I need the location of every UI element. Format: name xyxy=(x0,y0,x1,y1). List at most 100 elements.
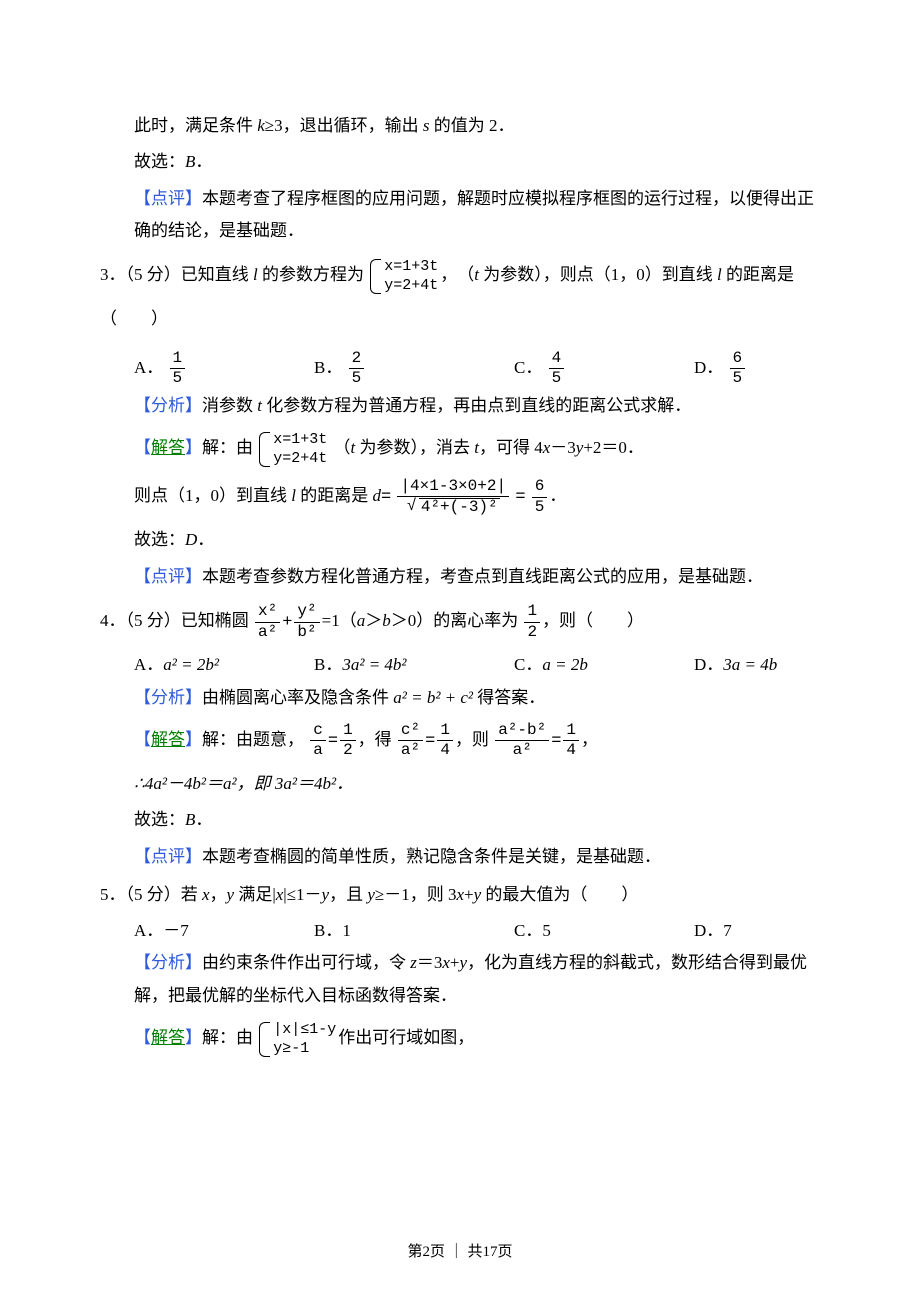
var-s: s xyxy=(423,116,430,135)
solve-bracket-r: 】 xyxy=(185,730,202,749)
answer-b: B xyxy=(185,152,195,171)
text: ． xyxy=(195,810,212,829)
frac: 25 xyxy=(349,350,365,388)
text: ， xyxy=(210,885,227,904)
solve-bracket-l: 【 xyxy=(134,438,151,457)
num: |4×1-3×0+2| xyxy=(397,478,509,498)
frac: 65 xyxy=(730,350,746,388)
f2: c²a² xyxy=(398,722,423,760)
param-system: x=1+3t y=2+4t xyxy=(259,430,327,469)
q2-line1: 此时，满足条件 k≥3，退出循环，输出 s 的值为 2． xyxy=(100,110,820,142)
text: 3．（5 分）已知直线 xyxy=(100,265,253,284)
q4-optD: D．3a = 4b xyxy=(694,649,820,681)
review-tag: 【点评】 xyxy=(134,847,202,866)
answer-b: B xyxy=(185,810,195,829)
text: ＝3 xyxy=(417,953,443,972)
q5-analysis: 【分析】由约束条件作出可行域，令 z＝3x+y，化为直线方程的斜截式，数形结合得… xyxy=(100,947,820,1012)
text: 故选： xyxy=(134,530,185,549)
den: 4²+(-3)² xyxy=(397,497,509,517)
text: 的距离是 xyxy=(296,486,373,505)
f1r: 12 xyxy=(340,722,356,760)
q5-optA: A．－7 xyxy=(134,915,314,947)
solve-bracket-l: 【 xyxy=(134,730,151,749)
sqrt: 4²+(-3)² xyxy=(407,498,500,517)
param-system: x=1+3t y=2+4t xyxy=(370,257,438,296)
constraint-system: |x|≤1-y y≥-1 xyxy=(259,1020,336,1059)
text: 则点（1，0）到直线 xyxy=(134,486,291,505)
document-page: 此时，满足条件 k≥3，退出循环，输出 s 的值为 2． 故选：B． 【点评】本… xyxy=(0,0,920,1302)
frac-x: x²a² xyxy=(255,603,280,641)
review-text: 本题考查参数方程化普通方程，考查点到直线距离公式的应用，是基础题． xyxy=(202,567,763,586)
plus: + xyxy=(282,613,292,632)
q4-solve2: ∴4a²－4b²＝a²，即 3a²＝4b²． xyxy=(100,768,820,800)
var-y: y xyxy=(460,953,468,972)
f3: a²-b²a² xyxy=(495,722,549,760)
text: 解：由 xyxy=(202,1028,253,1047)
text: + xyxy=(450,953,460,972)
q3-optC: C． 45 xyxy=(514,346,694,390)
text: ，且 xyxy=(329,885,367,904)
text: －3 xyxy=(550,438,576,457)
q4-optB: B．3a² = 4b² xyxy=(314,649,514,681)
review-tag: 【点评】 xyxy=(134,567,202,586)
text: 消参数 xyxy=(202,396,257,415)
label: B． xyxy=(314,358,342,377)
page-current: 第2页 xyxy=(407,1244,445,1260)
text: ，则（ ） xyxy=(542,611,644,630)
text: ≥3，退出循环，输出 xyxy=(265,116,423,135)
analysis-tag: 【分析】 xyxy=(134,953,202,972)
text: ． xyxy=(195,152,212,171)
q3-stem: 3．（5 分）已知直线 l 的参数方程为 x=1+3t y=2+4t ， （t … xyxy=(100,253,820,341)
text: 故选： xyxy=(134,810,185,829)
var-y: y xyxy=(322,885,330,904)
q4-stem: 4．（5 分）已知椭圆 x²a²+y²b²=1（a＞b＞0）的离心率为 12，则… xyxy=(100,599,820,645)
analysis-tag: 【分析】 xyxy=(134,396,202,415)
q3-options: A． 15 B． 25 C． 45 D． 65 xyxy=(100,346,820,390)
text: + xyxy=(464,885,474,904)
eq: = xyxy=(515,488,525,507)
sys-row2: y=2+4t xyxy=(384,276,438,296)
text: 化参数方程为普通方程，再由点到直线的距离公式求解． xyxy=(262,396,691,415)
f3r: 14 xyxy=(563,722,579,760)
f2r: 14 xyxy=(437,722,453,760)
q5-optC: C．5 xyxy=(514,915,694,947)
label: D． xyxy=(694,358,723,377)
q2-pick: 故选：B． xyxy=(100,146,820,178)
q5-solve1: 【解答】解：由 |x|≤1-y y≥-1 作出可行域如图， xyxy=(100,1016,820,1060)
text: （ xyxy=(334,438,351,457)
sys-row2: y≥-1 xyxy=(273,1039,336,1059)
var-a: a xyxy=(357,611,366,630)
var-k: k xyxy=(257,116,265,135)
var-b: b xyxy=(382,611,391,630)
q5-stem: 5．（5 分）若 x，y 满足|x|≤1－y，且 y≥－1，则 3x+y 的最大… xyxy=(100,879,820,911)
text: ， （ xyxy=(440,265,474,284)
var-y: y xyxy=(367,885,375,904)
review-text: 本题考查椭圆的简单性质，熟记隐含条件是关键，是基础题． xyxy=(202,847,661,866)
text: 由约束条件作出可行域，令 xyxy=(202,953,410,972)
sys-row2: y=2+4t xyxy=(273,449,327,469)
period: ． xyxy=(549,486,566,505)
text: 为参数），则点（1，0）到直线 xyxy=(479,265,717,284)
eq: = xyxy=(381,488,391,507)
radicand: 4²+(-3)² xyxy=(419,498,500,517)
var-x: x xyxy=(202,885,210,904)
text: 的最大值为（ ） xyxy=(481,885,638,904)
q4-optC: C．a = 2b xyxy=(514,649,694,681)
result-frac: 65 xyxy=(532,478,548,516)
text: 解：由 xyxy=(202,438,253,457)
var-x: x xyxy=(442,953,450,972)
q3-solve2: 则点（1，0）到直线 l 的距离是 d= |4×1-3×0+2| 4²+(-3)… xyxy=(100,474,820,520)
label: C． xyxy=(514,358,542,377)
q3-pick: 故选：D． xyxy=(100,524,820,556)
f1: ca xyxy=(310,722,326,760)
text: ＞0）的离心率为 xyxy=(391,611,519,630)
q4-pick: 故选：B． xyxy=(100,804,820,836)
q3-analysis: 【分析】消参数 t 化参数方程为普通方程，再由点到直线的距离公式求解． xyxy=(100,390,820,422)
frac-ecc: 12 xyxy=(524,603,540,641)
q5-optD: D．7 xyxy=(694,915,820,947)
sys-row1: x=1+3t xyxy=(273,430,327,450)
q5-optB: B．1 xyxy=(314,915,514,947)
dist-frac: |4×1-3×0+2| 4²+(-3)² xyxy=(397,478,509,517)
label: A． xyxy=(134,358,163,377)
solve-tag: 解答 xyxy=(151,730,185,749)
